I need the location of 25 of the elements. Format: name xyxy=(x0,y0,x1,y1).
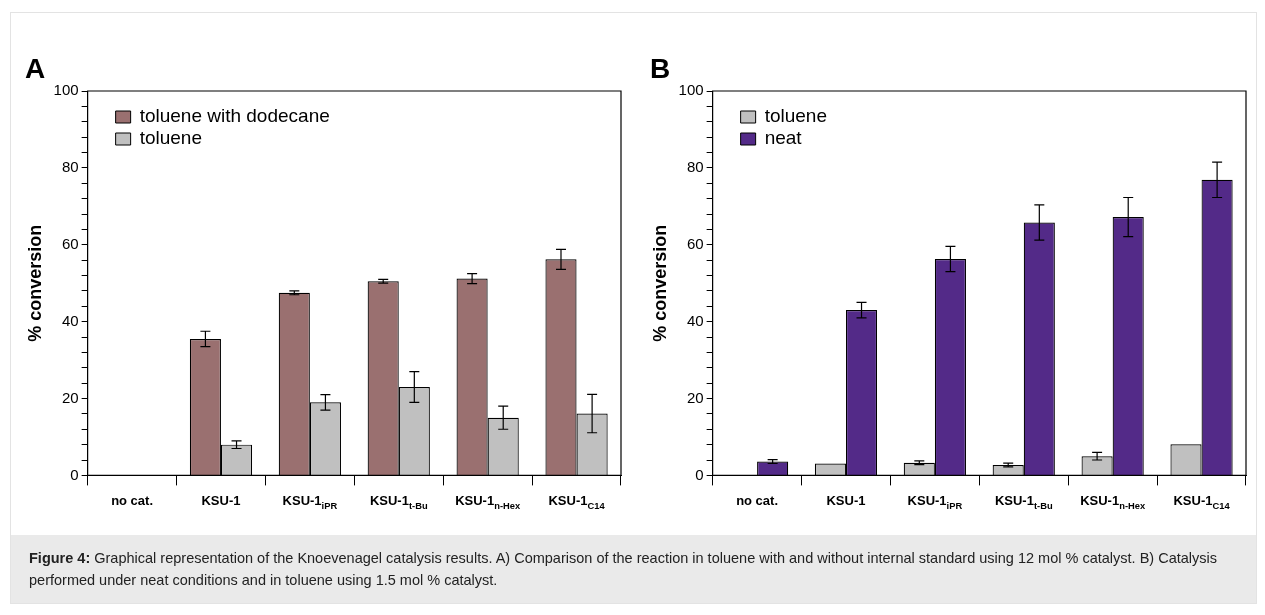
y-tick-label: 0 xyxy=(695,465,704,483)
chart-title: B xyxy=(650,53,671,85)
y-tick-label: 100 xyxy=(53,81,79,99)
x-tick-label: KSU-1 xyxy=(826,493,866,509)
y-tick-label: 0 xyxy=(70,465,79,483)
legend-label: toluene xyxy=(139,127,202,149)
y-axis-title: % conversion xyxy=(24,224,45,342)
y-tick-label: 40 xyxy=(61,311,79,329)
y-axis-title: % conversion xyxy=(649,224,670,342)
x-tick-label: no cat. xyxy=(111,493,154,509)
chart-title: A xyxy=(25,53,46,85)
y-tick-label: 80 xyxy=(61,158,79,176)
legend-label: toluene xyxy=(764,105,827,127)
x-tick-label: KSU-1 xyxy=(201,493,241,509)
y-tick-label: 60 xyxy=(61,234,79,252)
y-tick-label: 60 xyxy=(686,234,704,252)
y-tick-label: 40 xyxy=(686,311,704,329)
y-tick-label: 100 xyxy=(678,81,704,99)
caption: Figure 4: Graphical representation of the Knoevenagel catalysis results. A) Comparison of the reaction in toluene with and without internal standard using 12 mol % catalyst. B) Catalysis performed under neat conditions and in toluene using 1.5 mol % catalyst. xyxy=(11,535,1256,603)
y-tick-label: 80 xyxy=(686,158,704,176)
legend-label: toluene with dodecane xyxy=(139,105,330,127)
y-tick-label: 20 xyxy=(61,388,79,406)
x-tick-label: no cat. xyxy=(736,493,779,509)
y-tick-label: 20 xyxy=(686,388,704,406)
legend-label: neat xyxy=(764,127,803,149)
